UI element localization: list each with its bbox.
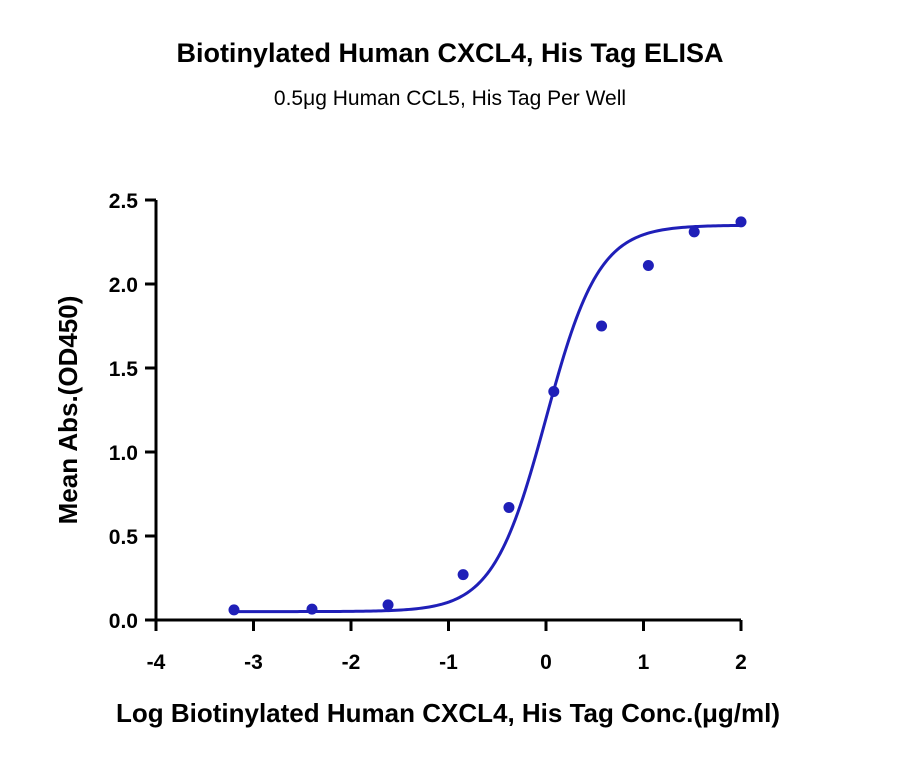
- x-tick-label: -1: [439, 651, 458, 674]
- y-axis-label: Mean Abs.(OD450): [53, 296, 83, 525]
- data-point: [306, 603, 318, 615]
- y-tick-label: 2.5: [109, 190, 139, 213]
- data-point: [382, 599, 394, 611]
- y-tick-label: 2.0: [109, 274, 138, 297]
- data-point: [596, 320, 608, 332]
- data-point: [735, 216, 747, 228]
- data-point: [548, 386, 560, 398]
- x-tick-label: -3: [244, 651, 263, 674]
- data-point: [457, 569, 469, 581]
- x-axis-ticks: -4 -3 -2 -1 0 1 2: [147, 620, 747, 674]
- data-point: [503, 501, 515, 513]
- x-tick-label: 1: [638, 651, 650, 674]
- data-point: [228, 604, 240, 616]
- y-tick-label: 0.5: [109, 526, 139, 549]
- data-points: [228, 216, 747, 616]
- y-axis-ticks: 0.0 0.5 1.0 1.5 2.0 2.5: [109, 190, 156, 633]
- x-tick-label: 0: [540, 651, 552, 674]
- chart-subtitle: 0.5μg Human CCL5, His Tag Per Well: [274, 87, 626, 110]
- y-tick-label: 1.5: [109, 358, 139, 381]
- x-tick-label: 2: [735, 651, 747, 674]
- x-tick-label: -2: [342, 651, 361, 674]
- y-tick-label: 1.0: [109, 442, 138, 465]
- data-point: [688, 226, 700, 238]
- x-axis-label: Log Biotinylated Human CXCL4, His Tag Co…: [116, 698, 780, 728]
- x-tick-label: -4: [147, 651, 166, 674]
- data-point: [642, 260, 654, 272]
- y-tick-label: 0.0: [109, 610, 138, 633]
- fit-curve: [234, 223, 742, 614]
- chart-title: Biotinylated Human CXCL4, His Tag ELISA: [176, 38, 723, 68]
